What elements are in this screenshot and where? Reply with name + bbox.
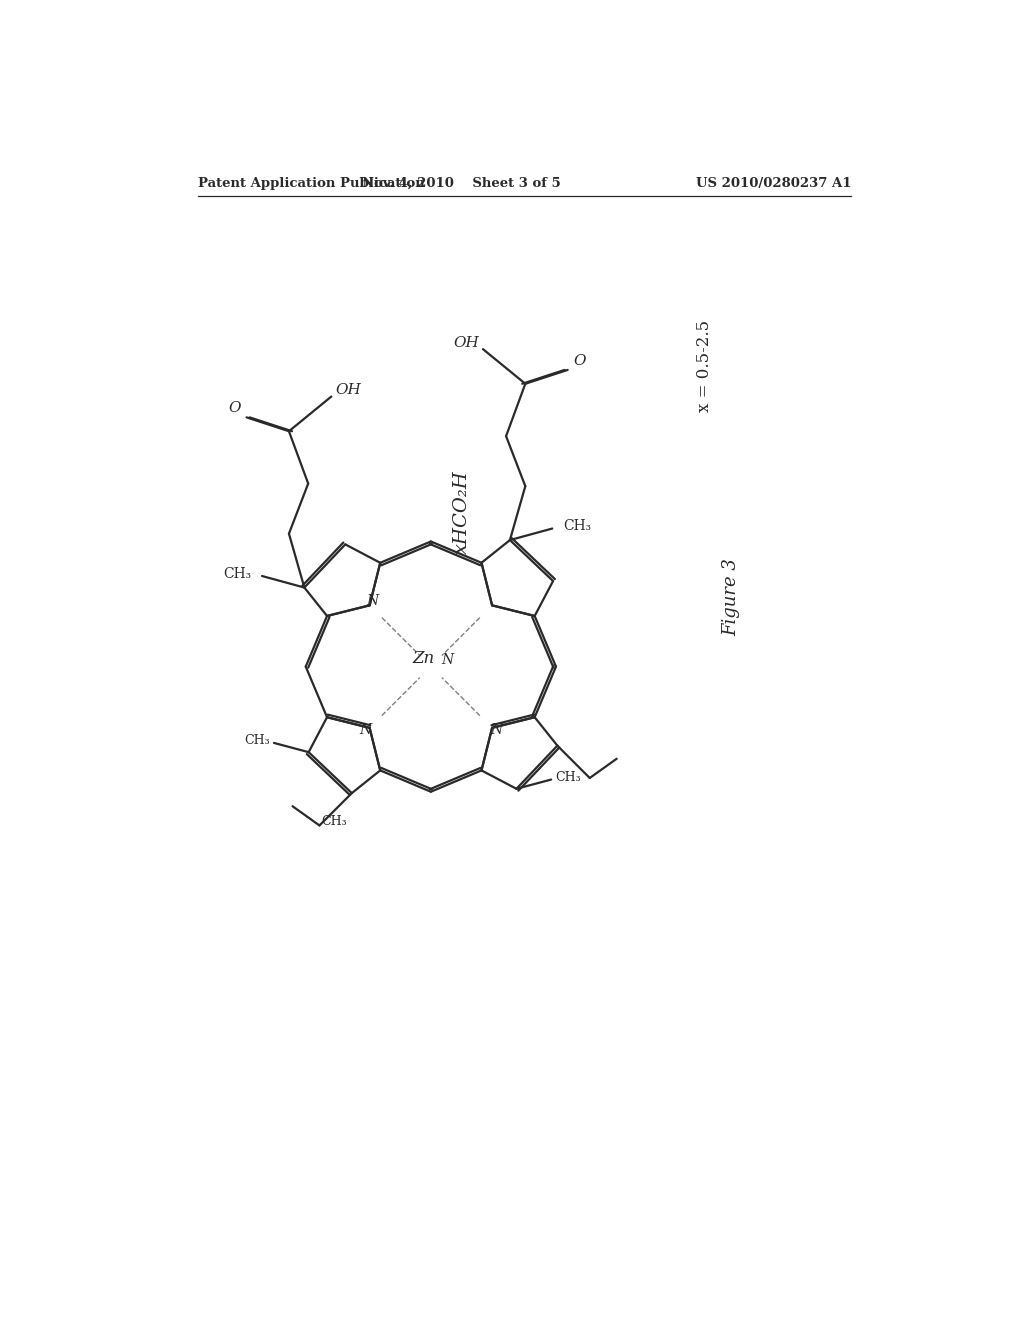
Text: CH₃: CH₃ [223, 566, 251, 581]
Text: N: N [359, 723, 372, 737]
Text: Nov. 4, 2010    Sheet 3 of 5: Nov. 4, 2010 Sheet 3 of 5 [362, 177, 561, 190]
Text: CH₃: CH₃ [555, 771, 581, 784]
Text: CH₃: CH₃ [563, 519, 591, 533]
Text: N: N [489, 723, 502, 737]
Text: O: O [573, 354, 587, 368]
Text: OH: OH [454, 337, 479, 350]
Text: Patent Application Publication: Patent Application Publication [199, 177, 425, 190]
Text: N: N [366, 594, 378, 609]
Text: Zn: Zn [412, 651, 434, 668]
Text: Figure 3: Figure 3 [722, 558, 740, 636]
Text: CH₃: CH₃ [322, 814, 347, 828]
Text: N: N [441, 653, 454, 668]
Text: US 2010/0280237 A1: US 2010/0280237 A1 [695, 177, 851, 190]
Text: O: O [228, 401, 241, 414]
Text: xHCO₂H: xHCO₂H [453, 471, 471, 554]
Text: CH₃: CH₃ [245, 734, 270, 747]
Text: OH: OH [335, 383, 360, 397]
Text: x = 0.5-2.5: x = 0.5-2.5 [695, 321, 713, 412]
